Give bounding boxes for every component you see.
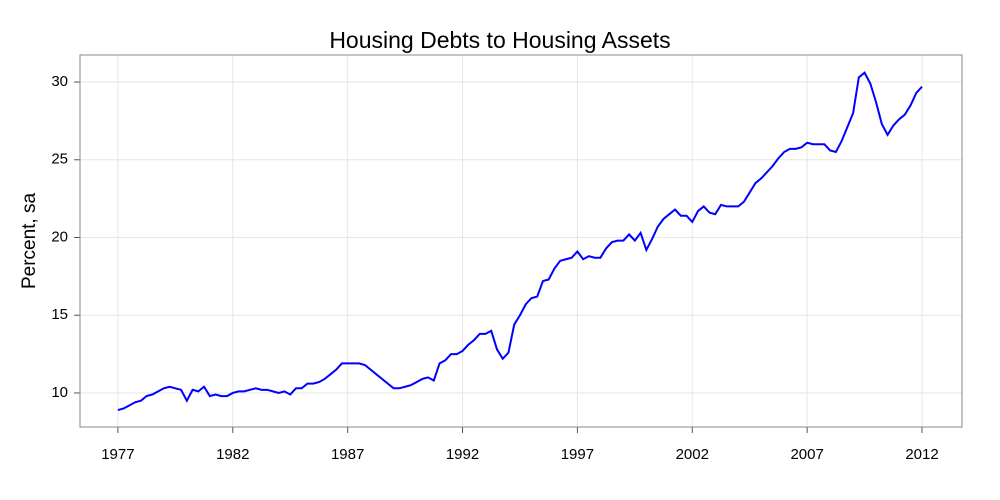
x-tick-label: 2002 <box>676 446 709 463</box>
y-tick-label: 15 <box>51 306 68 323</box>
y-tick-label: 20 <box>51 228 68 245</box>
x-tick-label: 1977 <box>101 446 134 463</box>
x-tick-label: 2012 <box>905 446 938 463</box>
chart-title: Housing Debts to Housing Assets <box>329 27 670 53</box>
data-line <box>117 71 923 412</box>
y-tick-label: 30 <box>51 73 68 90</box>
y-tick-label: 25 <box>51 151 68 168</box>
y-axis-label: Percent, sa <box>19 193 40 290</box>
y-tick-label: 10 <box>51 384 68 401</box>
x-tick-label: 1982 <box>216 446 249 463</box>
plot-frame <box>79 54 963 428</box>
x-tick-label: 1987 <box>331 446 364 463</box>
x-tick-label: 2007 <box>790 446 823 463</box>
x-tick-label: 1992 <box>446 446 479 463</box>
x-tick-label: 1997 <box>561 446 594 463</box>
